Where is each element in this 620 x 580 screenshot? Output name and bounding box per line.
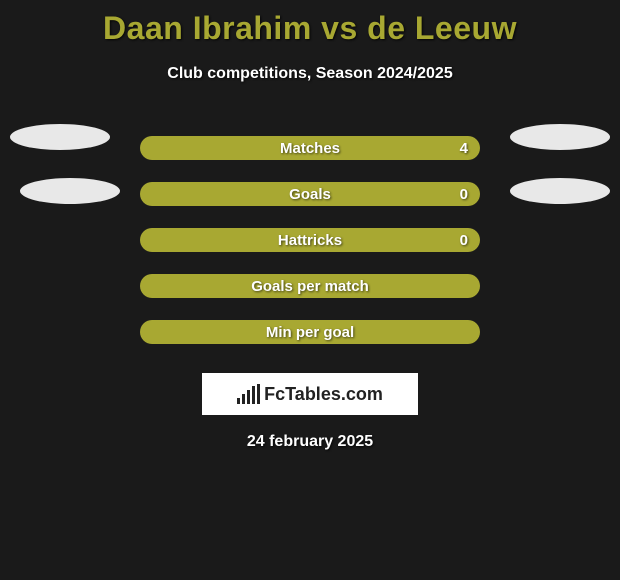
- stat-bar: Matches 4: [140, 136, 480, 160]
- chart-icon: [237, 384, 260, 404]
- stat-bar: Min per goal: [140, 320, 480, 344]
- stat-value: 4: [460, 140, 468, 157]
- stat-row-goals-per-match: Goals per match: [0, 263, 620, 309]
- stat-label: Matches: [280, 140, 340, 157]
- stat-bar: Goals 0: [140, 182, 480, 206]
- logo-inner: FcTables.com: [237, 384, 383, 405]
- stat-row-goals: Goals 0: [0, 171, 620, 217]
- stats-container: Matches 4 Goals 0 Hattricks 0 Goals per …: [0, 125, 620, 355]
- stat-label: Min per goal: [266, 324, 354, 341]
- page-title: Daan Ibrahim vs de Leeuw: [0, 0, 620, 47]
- stat-row-min-per-goal: Min per goal: [0, 309, 620, 355]
- fctables-logo[interactable]: FcTables.com: [202, 373, 418, 415]
- stat-value: 0: [460, 232, 468, 249]
- stat-label: Hattricks: [278, 232, 342, 249]
- stat-label: Goals per match: [251, 278, 369, 295]
- date-label: 24 february 2025: [0, 433, 620, 451]
- stat-bar: Goals per match: [140, 274, 480, 298]
- stat-bar: Hattricks 0: [140, 228, 480, 252]
- stat-row-hattricks: Hattricks 0: [0, 217, 620, 263]
- stat-row-matches: Matches 4: [0, 125, 620, 171]
- stat-value: 0: [460, 186, 468, 203]
- stat-label: Goals: [289, 186, 331, 203]
- subtitle: Club competitions, Season 2024/2025: [0, 65, 620, 83]
- logo-text: FcTables.com: [264, 384, 383, 405]
